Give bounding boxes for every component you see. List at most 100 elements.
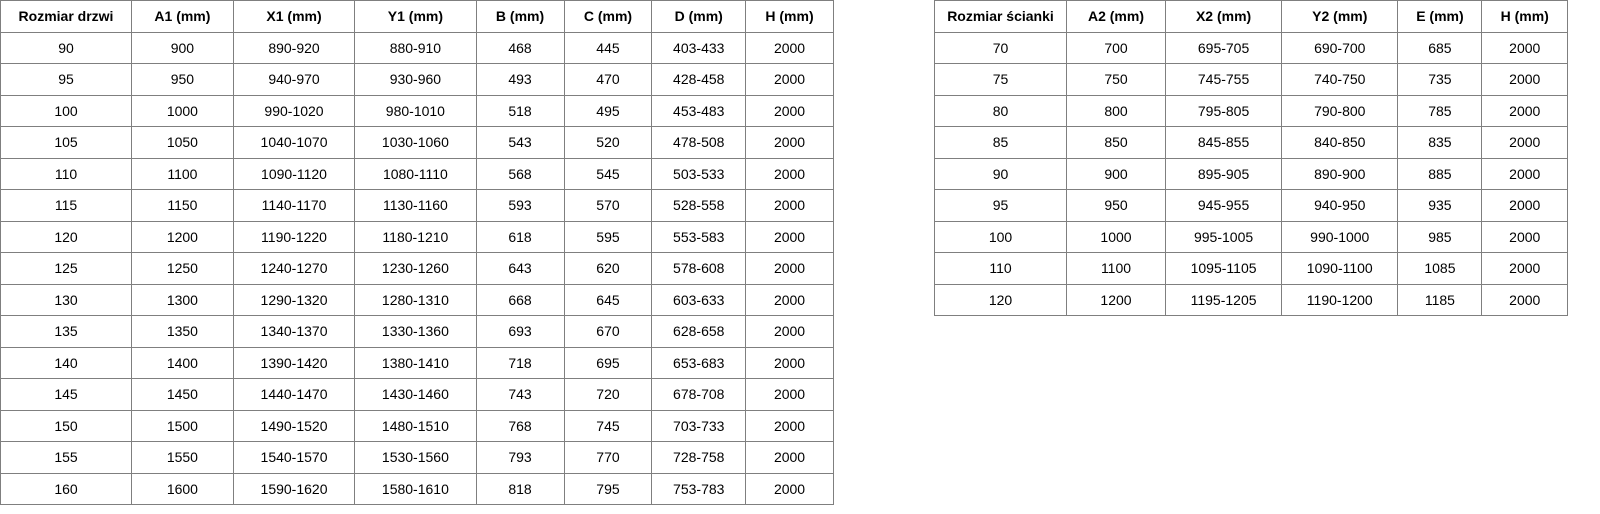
table-cell: 528-558: [651, 189, 747, 222]
table-row: 100 1000 995-1005 990-1000 985 2000: [934, 220, 1568, 253]
wall-sizes-table: Rozmiar ścianki A2 (mm) X2 (mm) Y2 (mm) E (m…: [934, 0, 1568, 316]
table-cell: 940-950: [1281, 189, 1399, 222]
table-cell: 120: [934, 283, 1067, 316]
table-cell: 745: [563, 409, 653, 442]
table-cell: 135: [0, 315, 132, 348]
table-cell: 100: [934, 220, 1067, 253]
table-cell: 895-905: [1164, 157, 1283, 190]
table-cell: 700: [1066, 31, 1166, 64]
table-cell: 1050: [131, 126, 234, 159]
table-cell: 2000: [745, 157, 834, 190]
table-row: 105 1050 1040-1070 1030-1060 543 520 478-508 20…: [0, 126, 834, 159]
table-cell: 2000: [1481, 31, 1568, 64]
table-cell: 720: [563, 378, 653, 411]
table-cell: 578-608: [651, 252, 747, 285]
table-cell: 740-750: [1281, 63, 1399, 96]
table-cell: 110: [0, 157, 132, 190]
door-sizes-table: Rozmiar drzwi A1 (mm) X1 (mm) Y1 (mm) B (mm)…: [0, 0, 834, 505]
table-cell: 478-508: [651, 126, 747, 159]
table-cell: 690-700: [1281, 31, 1399, 64]
column-header: C (mm): [563, 0, 653, 33]
table-row: 90 900 895-905 890-900 885 2000: [934, 157, 1568, 190]
table-cell: 835: [1397, 126, 1483, 159]
table-cell: 1190-1220: [232, 220, 356, 253]
table-cell: 593: [475, 189, 565, 222]
table-cell: 1095-1105: [1164, 252, 1283, 285]
header-row: Rozmiar ścianki A2 (mm) X2 (mm) Y2 (mm) E (m…: [934, 0, 1568, 33]
table-cell: 140: [0, 346, 132, 379]
table-cell: 1200: [131, 220, 234, 253]
table-cell: 100: [0, 94, 132, 127]
table-cell: 985: [1397, 220, 1483, 253]
table-cell: 1430-1460: [354, 378, 477, 411]
table-cell: 105: [0, 126, 132, 159]
table-cell: 1540-1570: [232, 441, 356, 474]
table-cell: 1480-1510: [354, 409, 477, 442]
table-cell: 2000: [1481, 63, 1568, 96]
column-header: Y2 (mm): [1281, 0, 1399, 33]
table-cell: 503-533: [651, 157, 747, 190]
table-cell: 728-758: [651, 441, 747, 474]
table-cell: 2000: [745, 63, 834, 96]
table-cell: 695-705: [1164, 31, 1283, 64]
table-cell: 2000: [745, 315, 834, 348]
table-row: 75 750 745-755 740-750 735 2000: [934, 63, 1568, 96]
table-cell: 1000: [1066, 220, 1166, 253]
table-cell: 2000: [745, 31, 834, 64]
table-cell: 2000: [745, 346, 834, 379]
table-cell: 145: [0, 378, 132, 411]
table-cell: 1180-1210: [354, 220, 477, 253]
table-cell: 1000: [131, 94, 234, 127]
table-cell: 670: [563, 315, 653, 348]
table-cell: 643: [475, 252, 565, 285]
table-cell: 1580-1610: [354, 472, 477, 505]
table-cell: 990-1000: [1281, 220, 1399, 253]
column-header: A1 (mm): [131, 0, 234, 33]
table-cell: 845-855: [1164, 126, 1283, 159]
table-cell: 150: [0, 409, 132, 442]
table-cell: 2000: [745, 283, 834, 316]
table-cell: 685: [1397, 31, 1483, 64]
table-cell: 110: [934, 252, 1067, 285]
table-cell: 735: [1397, 63, 1483, 96]
table-cell: 95: [934, 189, 1067, 222]
table-cell: 950: [131, 63, 234, 96]
table-cell: 2000: [745, 441, 834, 474]
column-header: H (mm): [1481, 0, 1568, 33]
table-cell: 495: [563, 94, 653, 127]
table-cell: 603-633: [651, 283, 747, 316]
table-cell: 745-755: [1164, 63, 1283, 96]
table-row: 110 1100 1090-1120 1080-1110 568 545 503-533 20…: [0, 157, 834, 190]
table-cell: 990-1020: [232, 94, 356, 127]
table-row: 100 1000 990-1020 980-1010 518 495 453-483 2000: [0, 94, 834, 127]
table-cell: 768: [475, 409, 565, 442]
table-cell: 90: [0, 31, 132, 64]
table-cell: 120: [0, 220, 132, 253]
table-cell: 840-850: [1281, 126, 1399, 159]
table-cell: 795: [563, 472, 653, 505]
table-cell: 453-483: [651, 94, 747, 127]
table-row: 80 800 795-805 790-800 785 2000: [934, 94, 1568, 127]
table-row: 145 1450 1440-1470 1430-1460 743 720 678-708 20…: [0, 378, 834, 411]
table-cell: 570: [563, 189, 653, 222]
table-cell: 520: [563, 126, 653, 159]
table-cell: 2000: [745, 126, 834, 159]
table-cell: 545: [563, 157, 653, 190]
table-cell: 543: [475, 126, 565, 159]
table-cell: 80: [934, 94, 1067, 127]
table-cell: 518: [475, 94, 565, 127]
table-cell: 718: [475, 346, 565, 379]
column-header: D (mm): [651, 0, 747, 33]
table-cell: 2000: [745, 189, 834, 222]
table-cell: 1200: [1066, 283, 1166, 316]
table-row: 95 950 945-955 940-950 935 2000: [934, 189, 1568, 222]
table-row: 90 900 890-920 880-910 468 445 403-433 2000: [0, 31, 834, 64]
table-row: 150 1500 1490-1520 1480-1510 768 745 703-733 20…: [0, 409, 834, 442]
table-cell: 793: [475, 441, 565, 474]
table-cell: 1600: [131, 472, 234, 505]
table-cell: 595: [563, 220, 653, 253]
table-cell: 1450: [131, 378, 234, 411]
table-cell: 468: [475, 31, 565, 64]
table-row: 160 1600 1590-1620 1580-1610 818 795 753-783 20…: [0, 472, 834, 505]
table-cell: 1090-1100: [1281, 252, 1399, 285]
